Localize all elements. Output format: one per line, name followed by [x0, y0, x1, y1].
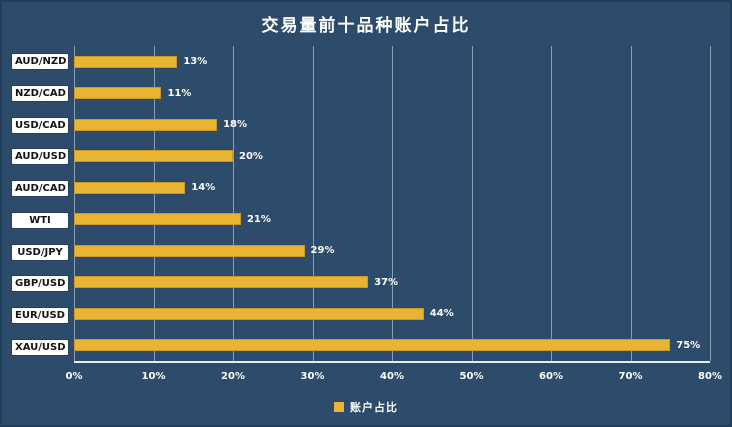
category-label: NZD/CAD [12, 86, 68, 102]
category-label-cell: USD/JPY [8, 236, 68, 268]
x-tick-label: 60% [539, 371, 563, 382]
bar-row: 21% [74, 204, 710, 236]
gridline [710, 46, 711, 361]
bar-value-label: 14% [191, 182, 216, 194]
category-label: XAU/USD [12, 339, 68, 355]
x-tick-label: 40% [380, 371, 404, 382]
bar-value-label: 20% [239, 150, 263, 162]
category-label-cell: AUD/USD [8, 141, 68, 173]
category-label: AUD/NZD [12, 54, 68, 70]
category-label: AUD/USD [12, 149, 68, 165]
bar-row: 20% [74, 141, 710, 173]
legend-swatch-icon [334, 402, 344, 412]
x-tick-label: 50% [459, 371, 484, 382]
bar-row: 13% [74, 46, 710, 78]
bar-row: 37% [74, 267, 710, 299]
bar-value-label: 18% [223, 119, 248, 131]
gridline [551, 46, 552, 361]
x-axis-ticks: 0% 10% 20% 30% 40% 50% 60% 70% 80% [66, 369, 722, 385]
bar-row: 11% [74, 78, 710, 110]
category-label-cell: EUR/USD [8, 300, 68, 332]
x-tick-label: 30% [300, 371, 325, 382]
category-label-cell: AUD/NZD [8, 46, 68, 78]
gridline [471, 46, 473, 361]
category-label: EUR/USD [12, 307, 68, 323]
x-tick-label: 20% [221, 371, 245, 382]
category-label-cell: XAU/USD [8, 331, 68, 363]
bar [74, 55, 178, 68]
category-label-cell: WTI [8, 205, 68, 237]
gridline [630, 46, 632, 361]
bar-value-label: 13% [183, 56, 208, 68]
bar-row: 14% [74, 172, 710, 204]
category-label: USD/JPY [12, 244, 68, 260]
x-tick-label: 10% [141, 371, 166, 382]
category-axis: AUD/NZD NZD/CAD USD/CAD AUD/USD AUD/CAD WTI US… [8, 46, 68, 363]
category-label-cell: GBP/USD [8, 268, 68, 300]
bar-value-label: 11% [167, 87, 192, 99]
gridline [153, 46, 155, 361]
chart-title: 交易量前十品种账户占比 [261, 16, 471, 36]
bar-value-label: 37% [374, 276, 399, 288]
bar-value-label: 75% [676, 339, 701, 351]
bar [74, 307, 424, 320]
category-label: WTI [12, 212, 68, 228]
legend: 账户占比 [2, 399, 730, 415]
bar [74, 213, 241, 226]
category-label-cell: NZD/CAD [8, 78, 68, 110]
bar-value-label: 29% [310, 245, 335, 257]
gridline [392, 46, 393, 361]
category-label: AUD/CAD [12, 181, 68, 197]
bar [74, 244, 305, 257]
x-tick-label: 0% [65, 371, 83, 382]
category-label: USD/CAD [12, 117, 68, 133]
bar [74, 150, 233, 163]
x-tick-label: 70% [618, 371, 643, 382]
bar [74, 276, 369, 289]
bar-row: 18% [74, 109, 710, 141]
bar [74, 339, 671, 352]
bar-row: 75% [74, 330, 710, 362]
bar-row: 44% [74, 298, 710, 330]
plot-area: 13% 11% 18% 20% 14% 21% 29% 37% 44% 75% [74, 46, 711, 363]
x-tick-label: 80% [698, 371, 722, 382]
bar-value-label: 44% [429, 308, 454, 320]
bar [74, 87, 162, 100]
bar [74, 118, 218, 131]
category-label-cell: USD/CAD [8, 109, 68, 141]
gridline [74, 46, 75, 361]
bar [74, 181, 186, 194]
category-label-cell: AUD/CAD [8, 173, 68, 205]
bar-rows: 13% 11% 18% 20% 14% 21% 29% 37% 44% 75% [74, 46, 710, 361]
bar-row: 29% [74, 235, 710, 267]
bar-value-label: 21% [246, 213, 271, 225]
category-label: GBP/USD [12, 276, 68, 292]
legend-label: 账户占比 [350, 401, 398, 414]
gridline [312, 46, 314, 361]
gridline [233, 46, 234, 361]
